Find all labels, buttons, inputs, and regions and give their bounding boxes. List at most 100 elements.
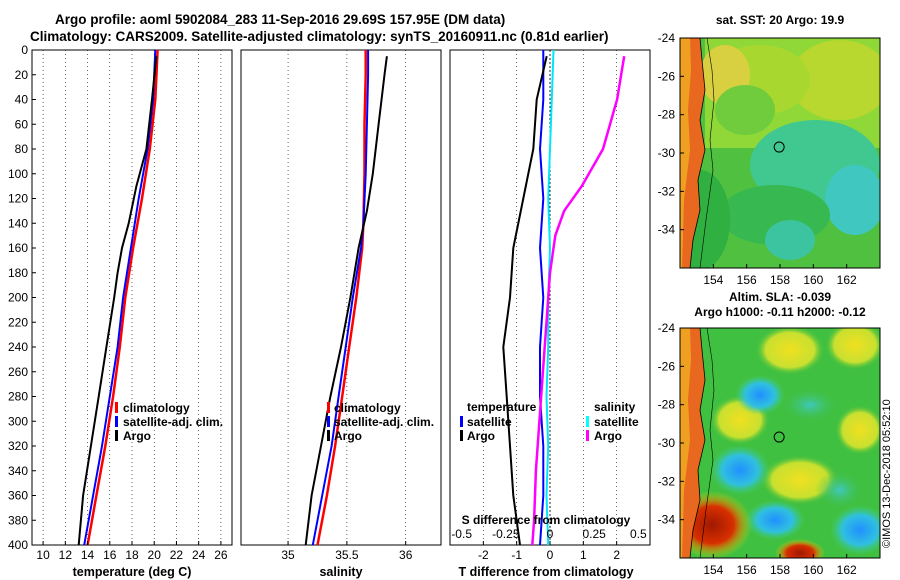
- title-line-2: Climatology: CARS2009. Satellite-adjuste…: [30, 29, 609, 44]
- y-tick-label: 100: [8, 167, 28, 181]
- sla-map-title: Altim. SLA: -0.039: [729, 290, 831, 304]
- legend-satellite-label: satellite-adj. clim.: [123, 415, 223, 429]
- map-lon-label: 158: [770, 563, 790, 577]
- x2-tick-label: 0: [547, 527, 554, 541]
- legend-salinity-title: salinity: [594, 400, 636, 414]
- map-lon-label: 160: [803, 273, 823, 287]
- diff-line-t-satellite: [538, 50, 545, 545]
- y-tick-label: 120: [8, 192, 28, 206]
- series-line-satellite-adj-clim-: [311, 50, 370, 545]
- sal-legend-argo-label: Argo: [334, 429, 362, 443]
- map-lon-label: 158: [770, 273, 790, 287]
- x-tick-label: 16: [103, 548, 117, 562]
- s-difference-label: S difference from climatology: [462, 513, 631, 527]
- x-tick-label: 24: [192, 548, 206, 562]
- y-tick-label: 20: [15, 68, 29, 82]
- y-tick-label: 240: [8, 340, 28, 354]
- sal-legend-argo-swatch: [327, 430, 330, 441]
- map-lat-label: -34: [658, 223, 676, 237]
- legend-t-argo-swatch: [460, 430, 463, 441]
- series-line-satellite-adj-clim-: [83, 50, 157, 545]
- map-lat-label: -32: [658, 474, 676, 488]
- legend-s-satellite-swatch: [586, 416, 589, 427]
- difference-panel: -2 -1 0 1 2 -0.5 -0.25 0 0.25 0.5 S difference f…: [449, 49, 651, 579]
- map-lon-label: 156: [737, 273, 757, 287]
- x-tick-label: 10: [36, 548, 50, 562]
- x-tick-label: 22: [170, 548, 184, 562]
- imos-credit: ©IMOS 13-Dec-2018 05:52:10: [881, 399, 893, 548]
- salinity-panel: 35 35.5 36 salinity climatology satellite-…: [240, 49, 442, 579]
- legend-temperature-title: temperature: [467, 400, 537, 414]
- map-lon-label: 162: [837, 273, 857, 287]
- y-tick-label: 180: [8, 266, 28, 280]
- x-tick-label: 14: [81, 548, 95, 562]
- sst-map-title: sat. SST: 20 Argo: 19.9: [716, 13, 845, 27]
- temperature-xlabel: temperature (deg C): [73, 565, 192, 579]
- legend-argo-swatch: [115, 430, 118, 441]
- legend-s-argo-label: Argo: [594, 429, 622, 443]
- x2-tick-label: -0.5: [451, 527, 472, 541]
- x2-tick-label: 0.5: [630, 527, 647, 541]
- y-tick-label: 140: [8, 216, 28, 230]
- title-line-1: Argo profile: aoml 5902084_283 11-Sep-20…: [55, 12, 506, 27]
- x-tick-label: 2: [613, 548, 620, 562]
- series-line-climatology: [86, 50, 159, 545]
- legend-s-argo-swatch: [586, 430, 589, 441]
- y-tick-label: 260: [8, 365, 28, 379]
- temperature-panel: 10 12 14 16 18 20 22 24 26 0 20 40 60 80 100 120 140 160…: [8, 43, 233, 579]
- map-lat-label: -26: [658, 69, 676, 83]
- y-tick-label: 200: [8, 291, 28, 305]
- y-tick-label: 400: [8, 538, 28, 552]
- sla-map-image: [680, 328, 880, 558]
- y-tick-label: 360: [8, 489, 28, 503]
- x-tick-label: 35.5: [335, 548, 359, 562]
- map-lat-label: -24: [658, 31, 676, 45]
- map-lon-label: 156: [737, 563, 757, 577]
- sal-legend-satellite-label: satellite-adj. clim.: [334, 415, 434, 429]
- t-difference-xlabel: T difference from climatology: [458, 565, 633, 579]
- x-tick-label: 12: [59, 548, 73, 562]
- y-tick-label: 320: [8, 439, 28, 453]
- series-line-argo: [77, 56, 158, 545]
- y-tick-label: 0: [21, 43, 28, 57]
- map-lat-label: -24: [658, 321, 676, 335]
- sal-legend-climatology-swatch: [327, 402, 330, 413]
- legend-satellite-swatch: [115, 416, 118, 427]
- y-tick-label: 340: [8, 464, 28, 478]
- sla-map-subtitle: Argo h1000: -0.11 h2000: -0.12: [694, 305, 866, 319]
- salinity-xlabel: salinity: [319, 565, 362, 579]
- map-lat-label: -32: [658, 184, 676, 198]
- x-tick-label: 36: [399, 548, 413, 562]
- salinity-plot-frame: [240, 49, 442, 546]
- x-tick-label: 20: [148, 548, 162, 562]
- map-lat-label: -28: [658, 398, 676, 412]
- sla-map-panel: Altim. SLA: -0.039 Argo h1000: -0.11 h20…: [658, 290, 881, 577]
- x-tick-label: 26: [214, 548, 228, 562]
- x-tick-label: -2: [478, 548, 489, 562]
- map-lat-label: -34: [658, 513, 676, 527]
- y-tick-label: 40: [15, 93, 29, 107]
- x-tick-label: 18: [125, 548, 139, 562]
- sal-legend-satellite-swatch: [327, 416, 330, 427]
- y-tick-label: 60: [15, 117, 29, 131]
- sst-map-panel: sat. SST: 20 Argo: 19.9 154 156 158 160 162 …: [658, 13, 881, 287]
- sal-legend-climatology-label: climatology: [334, 401, 401, 415]
- map-lat-label: -26: [658, 359, 676, 373]
- map-lon-label: 160: [803, 563, 823, 577]
- x-tick-label: -1: [511, 548, 522, 562]
- diff-line-s-argo: [531, 55, 626, 545]
- x2-tick-label: -0.25: [492, 527, 520, 541]
- y-tick-label: 80: [15, 142, 29, 156]
- map-lat-label: -30: [658, 146, 676, 160]
- legend-t-argo-label: Argo: [467, 429, 495, 443]
- y-tick-label: 280: [8, 390, 28, 404]
- legend-s-satellite-label: satellite: [594, 415, 639, 429]
- y-tick-label: 380: [8, 513, 28, 527]
- sst-argo-position-marker: [773, 141, 785, 153]
- y-tick-label: 300: [8, 414, 28, 428]
- y-tick-label: 220: [8, 315, 28, 329]
- map-lon-label: 162: [837, 563, 857, 577]
- map-lon-label: 154: [703, 563, 723, 577]
- x-tick-label: 35: [281, 548, 295, 562]
- sst-map-image: [680, 38, 880, 268]
